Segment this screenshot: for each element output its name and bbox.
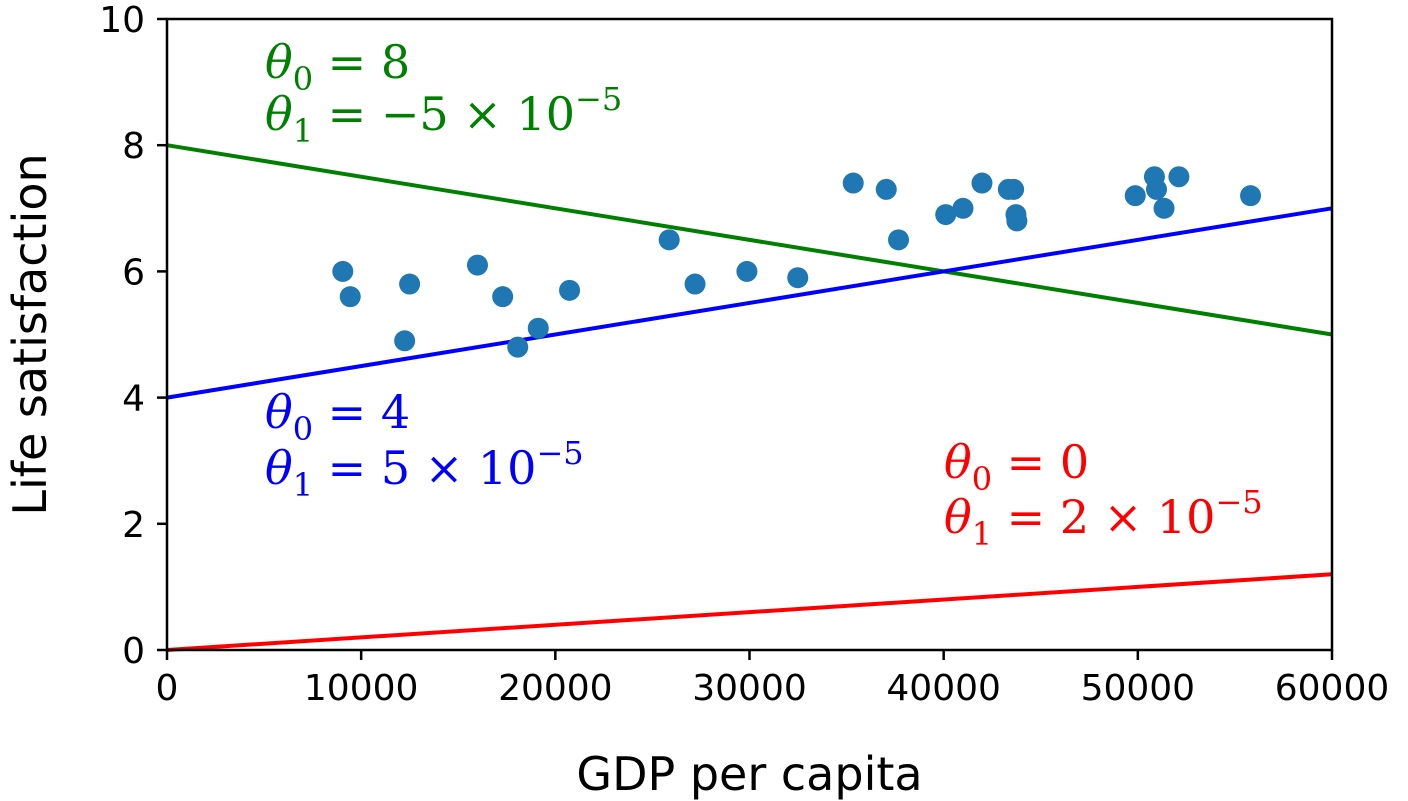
data-point xyxy=(935,204,957,226)
data-point xyxy=(736,260,758,282)
y-tick-label: 6 xyxy=(122,252,145,293)
y-axis-label: Life satisfaction xyxy=(3,153,57,515)
model-line-1 xyxy=(166,206,1333,400)
data-points xyxy=(332,166,1262,358)
data-point xyxy=(394,330,416,352)
data-point xyxy=(339,286,361,308)
axis-ticks: 0 10000 20000 30000 40000 50000 60000 0 2 4 6 8 10 xyxy=(99,0,1389,709)
x-tick-label: 20000 xyxy=(498,668,613,709)
data-point xyxy=(1153,197,1175,219)
model-lines xyxy=(166,143,1333,652)
data-point xyxy=(399,273,421,295)
data-point xyxy=(492,286,514,308)
data-point xyxy=(507,336,529,358)
y-tick-label: 2 xyxy=(122,505,145,546)
data-point xyxy=(1240,185,1262,207)
data-point xyxy=(971,172,993,194)
data-point xyxy=(527,317,549,339)
data-point xyxy=(952,197,974,219)
x-tick-label: 0 xyxy=(156,668,179,709)
blue-theta1-label: θ1 = 5 × 10−5 xyxy=(265,434,584,504)
y-tick-label: 0 xyxy=(122,631,145,672)
x-tick-label: 60000 xyxy=(1275,668,1390,709)
data-point xyxy=(658,229,680,251)
model-line-2 xyxy=(166,572,1333,652)
x-axis-label: GDP per capita xyxy=(576,747,922,801)
equation-annotations: θ0 = 8θ1 = −5 × 10−5 θ0 = 4θ1 = 5 × 10−5 θ… xyxy=(265,35,1263,553)
red-theta0-label: θ0 = 0 xyxy=(944,435,1089,498)
data-point xyxy=(559,279,581,301)
x-tick-label: 30000 xyxy=(692,668,807,709)
x-tick-label: 40000 xyxy=(886,668,1001,709)
blue-theta0-label: θ0 = 4 xyxy=(265,385,410,448)
y-tick-label: 10 xyxy=(99,0,145,41)
y-tick-label: 4 xyxy=(122,379,145,420)
green-theta0-label: θ0 = 8 xyxy=(265,35,410,98)
y-tick-label: 8 xyxy=(122,126,145,167)
model-line-0 xyxy=(166,143,1333,337)
data-point xyxy=(332,260,354,282)
green-theta1-label: θ1 = −5 × 10−5 xyxy=(265,80,622,150)
x-tick-label: 10000 xyxy=(304,668,419,709)
data-point xyxy=(875,178,897,200)
data-point xyxy=(787,267,809,289)
data-point xyxy=(1124,185,1146,207)
data-point xyxy=(684,273,706,295)
data-point xyxy=(842,172,864,194)
data-point xyxy=(466,254,488,276)
data-point xyxy=(1003,178,1025,200)
data-point xyxy=(1006,210,1028,232)
x-tick-label: 50000 xyxy=(1081,668,1196,709)
data-point xyxy=(1168,166,1190,188)
red-theta1-label: θ1 = 2 × 10−5 xyxy=(944,483,1263,553)
data-point xyxy=(888,229,910,251)
data-point xyxy=(1146,178,1168,200)
